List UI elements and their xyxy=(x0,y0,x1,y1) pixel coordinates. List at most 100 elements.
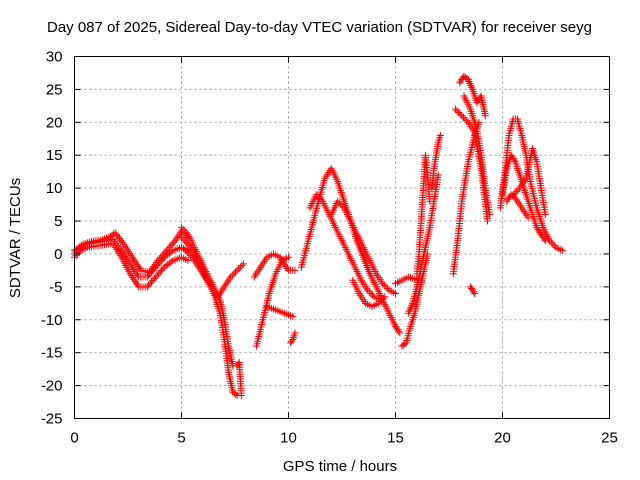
data-point xyxy=(170,238,178,246)
data-point xyxy=(146,270,154,278)
data-point xyxy=(378,296,386,304)
data-point xyxy=(167,248,175,256)
data-point xyxy=(451,105,459,113)
data-point xyxy=(395,327,403,335)
data-point xyxy=(285,253,292,261)
series-arc-6a xyxy=(449,118,483,278)
data-point xyxy=(471,289,479,297)
data-point xyxy=(455,108,463,116)
series-arc-3d xyxy=(287,329,299,347)
data-point xyxy=(453,107,461,115)
data-point xyxy=(379,294,387,302)
series-arc-2b xyxy=(178,224,237,370)
data-point xyxy=(463,117,471,125)
data-point xyxy=(230,270,238,278)
y-tick-label: 25 xyxy=(46,81,63,98)
data-point xyxy=(541,237,549,245)
series-arc-7c xyxy=(509,145,549,218)
data-point xyxy=(179,235,187,243)
data-point xyxy=(77,241,85,249)
data-point xyxy=(392,289,399,297)
series-arc-4a xyxy=(297,164,404,337)
data-point xyxy=(145,281,153,289)
data-layer xyxy=(71,72,566,399)
data-point xyxy=(165,243,173,251)
data-point xyxy=(235,265,243,273)
data-point xyxy=(376,298,384,306)
data-point xyxy=(187,252,195,260)
data-point xyxy=(160,250,168,258)
data-point xyxy=(524,214,532,222)
data-point xyxy=(383,285,391,293)
x-tick-label: 25 xyxy=(601,430,618,447)
data-point xyxy=(458,112,466,120)
data-point xyxy=(164,245,172,253)
data-point xyxy=(145,271,153,279)
data-point xyxy=(234,360,242,368)
series-arc-6c xyxy=(460,92,494,218)
data-point xyxy=(110,230,118,238)
series-arc-6e xyxy=(466,283,479,297)
data-point xyxy=(182,229,190,237)
data-point xyxy=(183,248,191,256)
x-tick-label: 5 xyxy=(177,430,185,447)
data-point xyxy=(178,224,185,232)
series-arc-3a xyxy=(252,253,292,350)
series-arc-6d xyxy=(451,105,492,225)
y-tick-label: -20 xyxy=(41,378,63,395)
series-arc-4b xyxy=(306,191,385,304)
series-arc-2a xyxy=(178,234,241,399)
data-point xyxy=(417,276,425,284)
data-point xyxy=(289,312,297,320)
data-point xyxy=(381,293,389,301)
series-arc-5a xyxy=(398,250,432,350)
data-point xyxy=(157,253,165,261)
data-point xyxy=(233,266,241,274)
x-tick-label: 15 xyxy=(387,430,404,447)
data-point xyxy=(154,257,162,265)
data-point xyxy=(288,337,296,345)
data-point xyxy=(365,288,373,296)
data-point xyxy=(181,237,189,245)
data-point xyxy=(161,248,169,256)
data-point xyxy=(158,266,166,274)
data-point xyxy=(374,299,382,307)
series-arc-6b xyxy=(456,72,489,120)
series-arc-3b xyxy=(250,250,299,281)
x-tick-label: 10 xyxy=(280,430,297,447)
series-arc-4c xyxy=(327,197,399,297)
data-point xyxy=(185,250,193,258)
data-point xyxy=(337,201,345,209)
data-point xyxy=(481,112,489,120)
data-point xyxy=(316,194,324,202)
y-tick-label: 15 xyxy=(46,147,63,164)
data-point xyxy=(396,329,404,337)
data-point xyxy=(143,283,151,291)
data-point xyxy=(291,329,299,337)
data-point xyxy=(550,242,558,250)
y-tick-label: -25 xyxy=(41,411,63,428)
data-point xyxy=(240,260,248,268)
data-point xyxy=(470,288,478,296)
data-point xyxy=(379,280,387,288)
data-point xyxy=(461,115,469,123)
data-point xyxy=(339,202,347,210)
series-arc-1b xyxy=(71,239,192,291)
data-point xyxy=(367,289,375,297)
data-point xyxy=(510,156,518,164)
series-arc-5e xyxy=(392,273,425,288)
data-point xyxy=(335,199,343,207)
data-point xyxy=(153,271,161,279)
data-point xyxy=(167,258,175,266)
data-point xyxy=(484,217,492,225)
series-arc-5b xyxy=(404,171,442,317)
data-point xyxy=(156,268,164,276)
plot-frame xyxy=(74,56,610,419)
series-arc-2d xyxy=(233,359,245,399)
data-point xyxy=(182,238,190,246)
y-tick-label: 5 xyxy=(54,213,62,230)
data-point xyxy=(547,238,555,246)
data-point xyxy=(364,286,372,294)
data-point xyxy=(541,210,549,218)
